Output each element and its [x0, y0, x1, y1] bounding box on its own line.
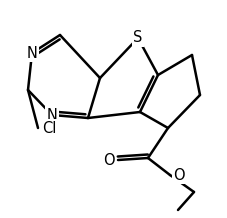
Text: N: N	[46, 107, 57, 123]
Text: O: O	[172, 167, 184, 182]
Text: Cl: Cl	[42, 121, 56, 136]
Text: O: O	[103, 153, 114, 167]
Text: N: N	[27, 46, 37, 61]
Text: S: S	[133, 31, 142, 46]
